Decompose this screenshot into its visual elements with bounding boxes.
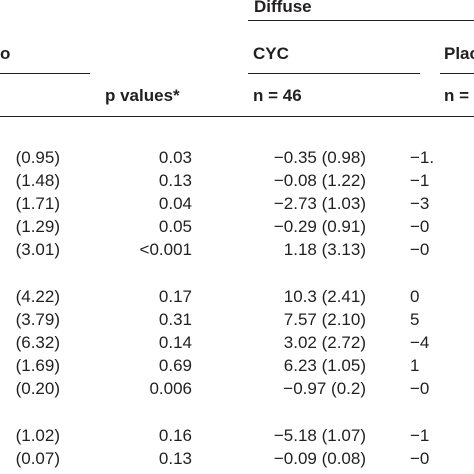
table-cell: 0.03	[158, 148, 192, 167]
table-cell: 0.31	[158, 310, 192, 329]
table-cell: −0	[410, 449, 430, 468]
table-cell: −0.08 (1.22)	[273, 171, 366, 190]
table-cell: 5	[410, 310, 420, 329]
placebo-rule	[440, 73, 474, 74]
table-cell: −0.29 (0.91)	[273, 217, 366, 236]
table-cell: −0	[410, 217, 430, 236]
diffuse-group-header: Diffuse	[254, 0, 312, 16]
table-cell: (6.32)	[15, 333, 60, 352]
table-cell: −0.97 (0.2)	[283, 379, 366, 398]
table-cell: 0	[410, 287, 420, 306]
cyc-n-header: n = 46	[253, 86, 302, 105]
table-cell: 0.006	[149, 379, 192, 398]
table-cell: 0.16	[158, 426, 192, 445]
table-cell: −0	[410, 379, 430, 398]
table-cell: −1	[410, 426, 430, 445]
pvalues-header: p values*	[105, 86, 180, 105]
left-group-rule	[0, 73, 90, 74]
table-cell: (1.29)	[15, 217, 60, 236]
table-cell: (0.95)	[15, 148, 60, 167]
table-cell: −1.	[410, 148, 435, 167]
table-cell: 10.3 (2.41)	[283, 287, 366, 306]
table-cell: 0.69	[158, 356, 192, 375]
header-bottom-rule	[0, 116, 474, 117]
table-cell: 0.04	[158, 194, 192, 213]
table-cell: −2.73 (1.03)	[273, 194, 366, 213]
table-cell: 1.18 (3.13)	[283, 240, 366, 259]
placebo-n-header: n = 4	[444, 86, 474, 105]
cyc-rule	[248, 73, 420, 74]
left-group-header: o	[0, 44, 11, 63]
table-cell: 0.13	[158, 449, 192, 468]
table-cell: (1.48)	[15, 171, 60, 190]
table-cell: −0.35 (0.98)	[273, 148, 366, 167]
table-cell: 0.13	[158, 171, 192, 190]
table-cell: (0.20)	[15, 379, 60, 398]
table-cell: 0.14	[158, 333, 192, 352]
table-cell: 3.02 (2.72)	[283, 333, 366, 352]
table-cell: 0.17	[158, 287, 192, 306]
table-cell: 6.23 (1.05)	[283, 356, 366, 375]
table-cell: 0.05	[158, 217, 192, 236]
table-cell: (1.71)	[15, 194, 60, 213]
table-cell: (3.79)	[15, 310, 60, 329]
diffuse-group-rule	[248, 20, 474, 21]
table-cell: 7.57 (2.10)	[283, 310, 366, 329]
table-cell: −3	[410, 194, 430, 213]
table-cell: <0.001	[139, 240, 192, 259]
table-cell: 1	[410, 356, 420, 375]
table-cell: (3.01)	[15, 240, 60, 259]
table-cell: (1.02)	[15, 426, 60, 445]
table-cell: −5.18 (1.07)	[273, 426, 366, 445]
table-cell: −0.09 (0.08)	[273, 449, 366, 468]
table-cell: (4.22)	[15, 287, 60, 306]
cyc-header: CYC	[253, 44, 289, 63]
table-cell: (0.07)	[15, 449, 60, 468]
table-cell: −0	[410, 240, 430, 259]
table-cell: −4	[410, 333, 430, 352]
table-cell: −1	[410, 171, 430, 190]
table-cell: (1.69)	[15, 356, 60, 375]
placebo-header: Plac	[444, 44, 474, 63]
